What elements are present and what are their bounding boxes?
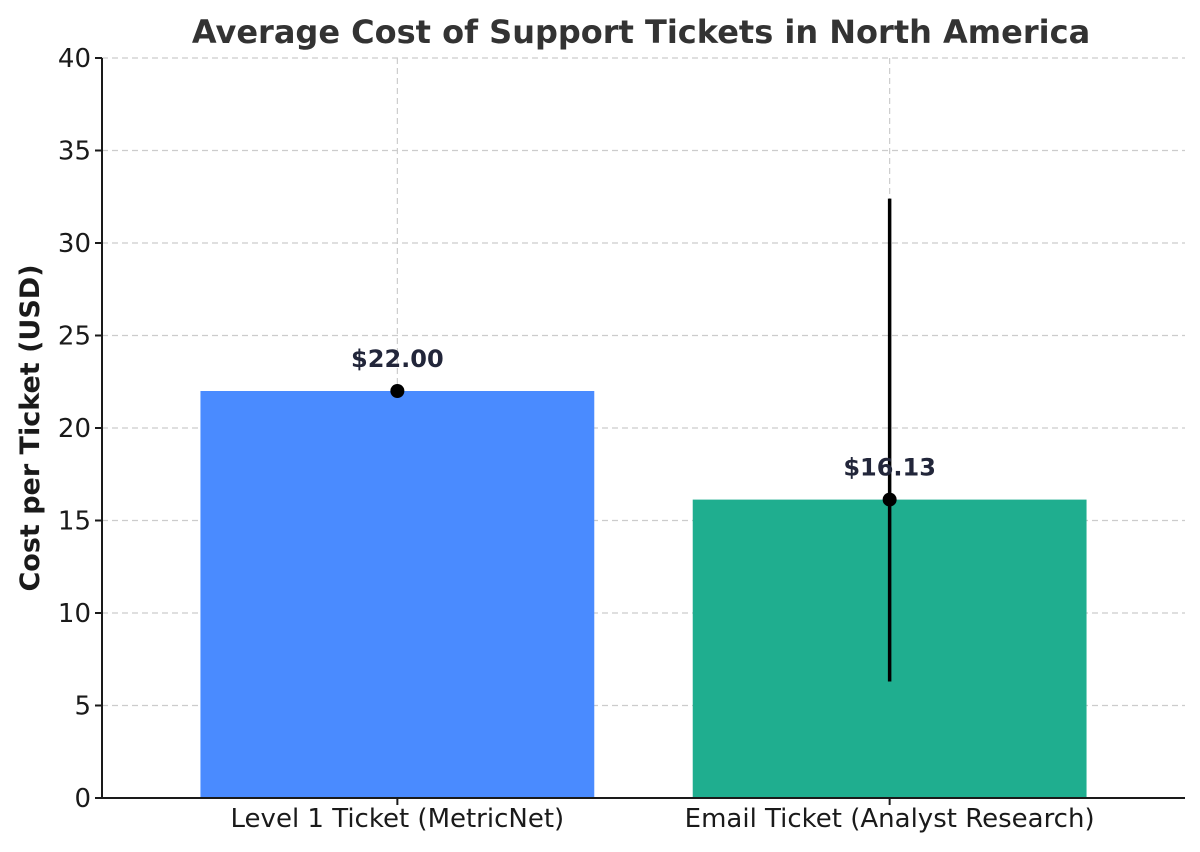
data-point	[882, 492, 897, 507]
y-axis-label: Cost per Ticket (USD)	[15, 264, 46, 591]
x-tick-label: Email Ticket (Analyst Research)	[685, 804, 1095, 834]
y-tick-label: 15	[58, 507, 91, 537]
x-tick-label: Level 1 Ticket (MetricNet)	[231, 804, 565, 834]
axes: 0 5 10 15 20 25 30 35 40 Level 1 Ticket (MetricNe…	[58, 44, 1185, 834]
y-tick-label: 5	[74, 692, 91, 722]
data-label: $22.00	[351, 345, 444, 373]
y-tick-label: 30	[58, 229, 91, 259]
y-tick-label: 25	[58, 322, 91, 352]
y-tick-label: 20	[58, 414, 91, 444]
y-tick-label: 0	[74, 784, 91, 814]
bars	[200, 391, 1087, 798]
y-tick-label: 40	[58, 44, 91, 74]
bar	[200, 391, 595, 798]
data-point	[390, 384, 405, 398]
y-tick-label: 10	[58, 599, 91, 629]
y-tick-label: 35	[58, 137, 91, 167]
error-bars	[390, 198, 897, 682]
chart-title: Average Cost of Support Tickets in North…	[192, 13, 1090, 51]
data-label: $16.13	[843, 454, 936, 482]
data-labels: $22.00 $16.13	[351, 345, 936, 482]
